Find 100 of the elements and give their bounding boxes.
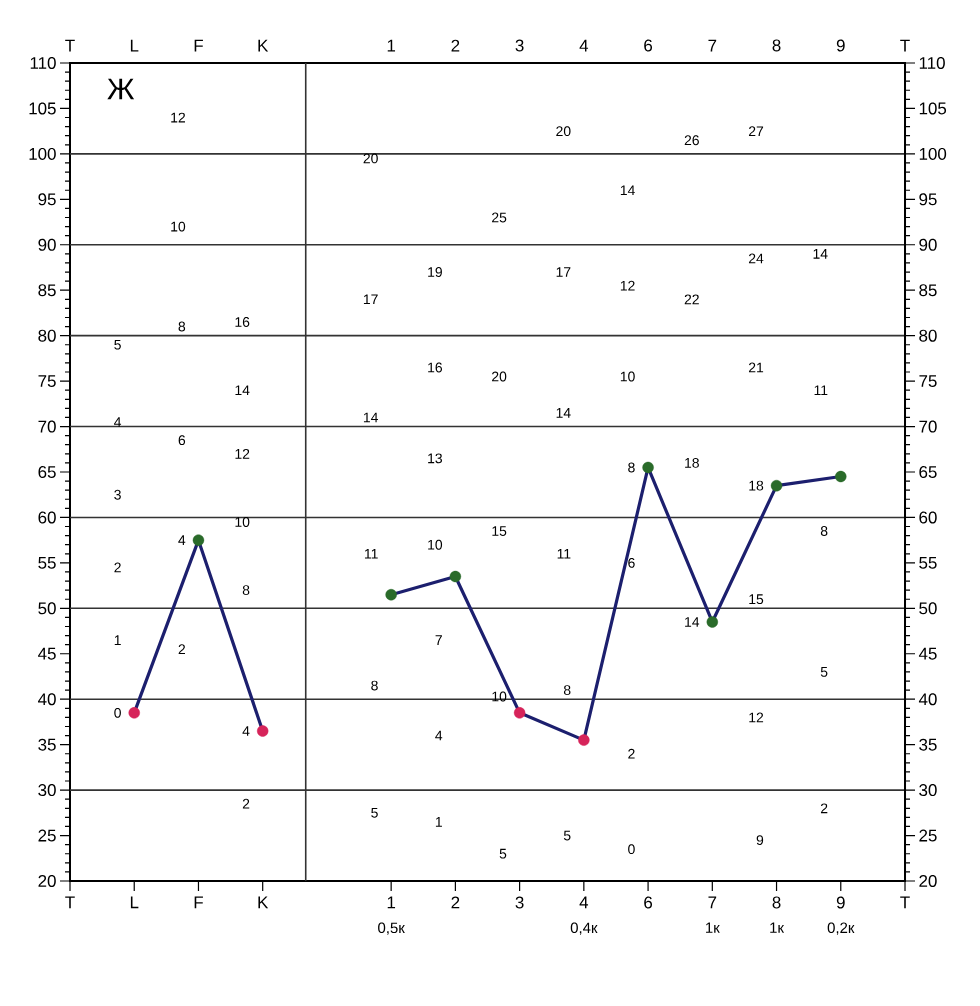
y-tick-label: 35 — [919, 738, 937, 751]
y-tick-label: 25 — [919, 829, 937, 842]
y2-tick-label: 110 — [30, 56, 56, 69]
annotation: 12 — [171, 112, 185, 123]
y-tick-label: 20 — [919, 874, 937, 887]
annotation: 25 — [492, 212, 507, 223]
y2-tick-label: 55 — [38, 556, 56, 569]
point — [128, 707, 140, 719]
point — [256, 725, 269, 737]
category-label: 3 — [515, 896, 524, 909]
annotation: 5 — [114, 339, 121, 350]
point — [192, 534, 205, 546]
annotation: 10 — [620, 371, 635, 382]
annotation: 5 — [563, 830, 571, 841]
annotation: 1 — [435, 817, 442, 827]
x-tick-label: 2 — [451, 39, 460, 52]
category-label: T — [65, 896, 75, 909]
x-tick-label: 6 — [644, 39, 653, 52]
annotation: 15 — [749, 594, 764, 605]
text: 0,2к — [827, 922, 855, 935]
annotation: 8 — [563, 685, 571, 696]
text: 0,4к — [570, 922, 598, 935]
x-tick-label: 3 — [515, 39, 524, 52]
annotation: 11 — [557, 549, 571, 559]
point — [835, 470, 847, 483]
annotation: 0 — [114, 707, 121, 718]
y2-tick-label: 85 — [38, 284, 56, 297]
annotation: 2 — [628, 748, 635, 759]
y2-tick-label: 25 — [38, 829, 56, 842]
annotation: 8 — [628, 462, 635, 473]
y-tick-label: 85 — [919, 284, 937, 297]
y-tick-label: 80 — [919, 329, 937, 342]
annotation: 4 — [114, 417, 122, 427]
annotation: 18 — [685, 457, 699, 468]
point — [578, 734, 590, 746]
y-tick-label: 90 — [919, 238, 937, 251]
y2-tick-label: 90 — [38, 238, 56, 251]
annotation: 2 — [242, 798, 250, 809]
annotation: Ж — [107, 78, 135, 100]
point — [449, 570, 462, 583]
annotation: 13 — [428, 453, 443, 464]
y2-tick-label: 75 — [38, 375, 56, 388]
y-tick-label: 105 — [919, 102, 947, 115]
y2-tick-label: 60 — [38, 511, 56, 524]
annotation: 27 — [748, 126, 764, 137]
text: 0,5к — [378, 922, 405, 935]
y2-tick-label: 70 — [38, 420, 56, 433]
x-tick-label: T — [900, 39, 910, 52]
annotation: 2 — [114, 562, 121, 573]
x-tick-label: 9 — [836, 39, 845, 52]
annotation: 14 — [813, 249, 828, 259]
x-tick-label: K — [258, 39, 269, 52]
y-tick-label: 75 — [919, 375, 937, 388]
point — [642, 461, 654, 474]
annotation: 12 — [235, 448, 250, 459]
category-label: 9 — [836, 896, 845, 909]
y2-tick-label: 20 — [38, 874, 56, 887]
y-tick-label: 50 — [919, 602, 937, 615]
annotation: 22 — [684, 294, 699, 305]
annotation: 14 — [235, 385, 250, 395]
annotation: 7 — [435, 635, 442, 645]
category-label: 7 — [708, 896, 717, 909]
annotation: 10 — [428, 539, 443, 550]
category-label: 4 — [579, 896, 589, 909]
annotation: 6 — [178, 435, 186, 446]
text: 1к — [706, 922, 720, 933]
annotation: 16 — [428, 362, 443, 373]
annotation: 21 — [748, 362, 764, 373]
annotation: 4 — [242, 726, 250, 736]
category-label: L — [130, 896, 139, 909]
annotation: 12 — [620, 280, 635, 291]
y2-tick-label: 35 — [38, 738, 56, 751]
annotation: 19 — [428, 267, 442, 277]
annotation: 2 — [178, 644, 186, 655]
y2-tick-label: 80 — [38, 329, 56, 342]
x-tick-label: 7 — [708, 39, 717, 52]
annotation: 14 — [685, 617, 700, 627]
y-tick-label: 110 — [919, 56, 945, 69]
annotation: 4 — [435, 730, 443, 741]
text: 1к — [770, 922, 785, 933]
annotation: 26 — [684, 135, 699, 146]
point — [770, 479, 783, 492]
annotation: 4 — [178, 535, 186, 545]
annotation: 14 — [556, 408, 571, 418]
annotation: 1 — [114, 635, 121, 645]
annotation: 14 — [620, 185, 635, 196]
y-tick-label: 65 — [919, 465, 937, 478]
y2-tick-label: 40 — [38, 693, 56, 706]
annotation: 12 — [749, 712, 764, 723]
y2-tick-label: 50 — [38, 602, 56, 615]
x-tick-label: T — [65, 39, 75, 52]
y2-tick-label: 100 — [29, 147, 56, 160]
x-tick-label: F — [194, 39, 203, 52]
y-tick-label: 55 — [919, 556, 937, 569]
annotation: 11 — [814, 385, 828, 395]
annotation: 5 — [499, 848, 507, 859]
point — [513, 707, 526, 719]
annotation: 11 — [364, 549, 378, 559]
annotation: 8 — [820, 526, 828, 537]
annotation: 20 — [556, 126, 571, 137]
